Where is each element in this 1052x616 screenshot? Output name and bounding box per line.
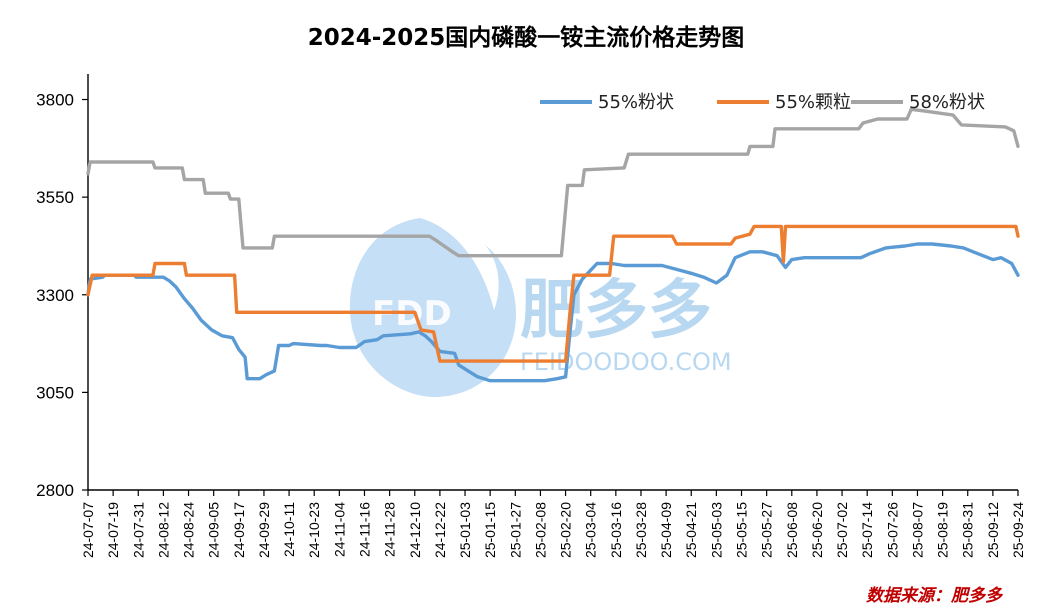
y-axis-ticks: 2800 3050 3300 3550 3800: [36, 91, 88, 500]
x-tick-label: 25-02-20: [558, 502, 574, 558]
y-tick-label: 2800: [36, 481, 74, 500]
y-tick-label: 3050: [36, 383, 74, 402]
x-tick-label: 25-01-15: [482, 502, 498, 558]
x-tick-label: 25-06-20: [809, 502, 825, 558]
x-tick-label: 25-09-12: [985, 502, 1001, 558]
x-tick-label: 25-06-08: [784, 502, 800, 558]
x-tick-label: 24-11-16: [356, 502, 372, 557]
y-tick-label: 3300: [36, 286, 74, 305]
source-label: 数据来源：肥多多: [866, 586, 1004, 606]
x-tick-label: 25-03-28: [633, 502, 649, 558]
x-tick-label: 25-05-27: [759, 502, 775, 558]
legend-label-1: 55%粉状: [598, 92, 674, 113]
series-line-1: [86, 242, 1020, 383]
watermark: FDD 肥多多 FEIDOODOO.COM: [349, 218, 732, 398]
x-tick-label: 25-01-03: [457, 502, 473, 558]
x-tick-label: 24-07-31: [130, 502, 146, 558]
y-tick-label: 3800: [36, 91, 74, 110]
x-axis-ticks: 24-07-07 24-07-19 24-07-31 24-08-12 24-08-24…: [80, 490, 1026, 558]
x-tick-label: 25-01-27: [507, 502, 523, 558]
legend-label-2: 55%颗粒: [775, 92, 851, 113]
x-tick-label: 24-09-17: [231, 502, 247, 558]
x-tick-label: 24-08-24: [181, 502, 197, 558]
watermark-name: 肥多多: [520, 274, 712, 348]
x-tick-label: 25-03-16: [608, 502, 624, 558]
x-tick-label: 24-10-11: [281, 502, 297, 557]
chart-title: 2024-2025国内磷酸一铵主流价格走势图: [308, 24, 745, 51]
x-tick-label: 24-12-10: [407, 502, 423, 558]
x-tick-label: 25-09-24: [1010, 502, 1026, 558]
x-tick-label: 25-08-31: [960, 502, 976, 558]
x-tick-label: 24-09-05: [206, 502, 222, 558]
watermark-drop-logo: [349, 218, 516, 398]
x-tick-label: 24-07-07: [80, 502, 96, 558]
x-tick-label: 25-04-21: [683, 502, 699, 558]
x-tick-label: 25-03-04: [583, 502, 599, 558]
series-line-3: [86, 107, 1020, 258]
x-tick-label: 24-07-19: [105, 502, 121, 558]
legend-label-3: 58%粉状: [909, 92, 985, 113]
legend: 55%粉状 55%颗粒 58%粉状: [540, 92, 985, 113]
x-tick-label: 25-07-02: [834, 502, 850, 558]
x-tick-label: 25-08-19: [935, 502, 951, 558]
x-tick-label: 25-05-03: [708, 502, 724, 558]
x-tick-label: 24-09-29: [256, 502, 272, 558]
x-tick-label: 25-07-14: [859, 502, 875, 558]
x-tick-label: 25-07-26: [884, 502, 900, 558]
x-tick-label: 24-08-12: [155, 502, 171, 558]
x-tick-label: 25-02-08: [532, 502, 548, 558]
x-tick-label: 24-11-04: [331, 502, 347, 557]
x-tick-label: 25-05-15: [734, 502, 750, 558]
x-tick-label: 25-08-07: [909, 502, 925, 558]
y-tick-label: 3550: [36, 188, 74, 207]
x-tick-label: 24-10-23: [306, 502, 322, 558]
series-layer: [86, 107, 1020, 383]
x-tick-label: 25-04-09: [658, 502, 674, 558]
series-line-2: [86, 224, 1020, 363]
x-tick-label: 24-12-22: [432, 502, 448, 558]
x-tick-label: 24-11-28: [382, 502, 398, 557]
